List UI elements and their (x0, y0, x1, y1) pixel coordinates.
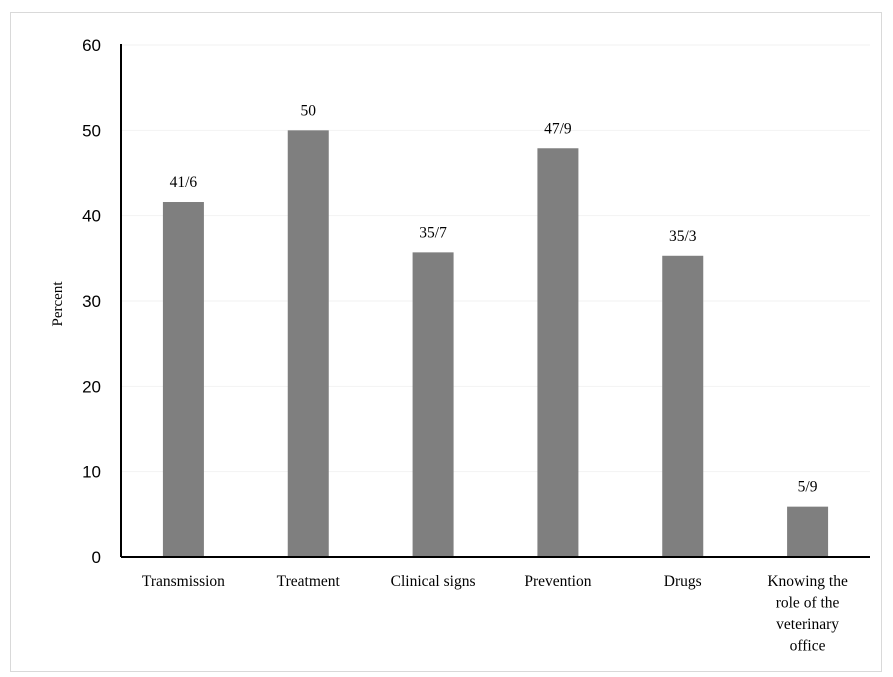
category-label: Transmission (142, 573, 225, 590)
data-label: 5/9 (798, 479, 818, 496)
gridlines (121, 44, 870, 473)
data-label: 50 (301, 102, 317, 119)
y-tick-label: 60 (82, 36, 101, 55)
y-tick-label: 50 (82, 121, 101, 140)
axes (120, 44, 870, 558)
category-label: Drugs (664, 573, 702, 590)
labels: 0 10 20 30 40 50 60 41/6 Transmission 50 Treatment… (82, 36, 848, 655)
category-label: Treatment (277, 573, 341, 590)
data-label: 35/3 (669, 228, 697, 245)
bar (787, 506, 829, 557)
bar (287, 130, 329, 558)
y-tick-label: 40 (82, 207, 101, 226)
data-label: 47/9 (544, 120, 572, 137)
y-tick-label: 20 (82, 377, 101, 396)
y-tick-label: 30 (82, 292, 101, 311)
bar (662, 255, 704, 558)
data-label: 35/7 (419, 224, 447, 241)
bar (412, 252, 454, 558)
bar (537, 148, 579, 557)
y-tick-label: 10 (82, 463, 101, 482)
bar (162, 202, 204, 557)
y-axis-title: Percent (50, 281, 66, 327)
category-label: Clinical signs (391, 573, 476, 590)
category-label: Knowing the role of the veterinary office (767, 573, 848, 655)
y-tick-label: 0 (92, 548, 101, 567)
bars (162, 130, 829, 558)
category-label: Prevention (524, 573, 591, 590)
data-label: 41/6 (170, 174, 198, 191)
